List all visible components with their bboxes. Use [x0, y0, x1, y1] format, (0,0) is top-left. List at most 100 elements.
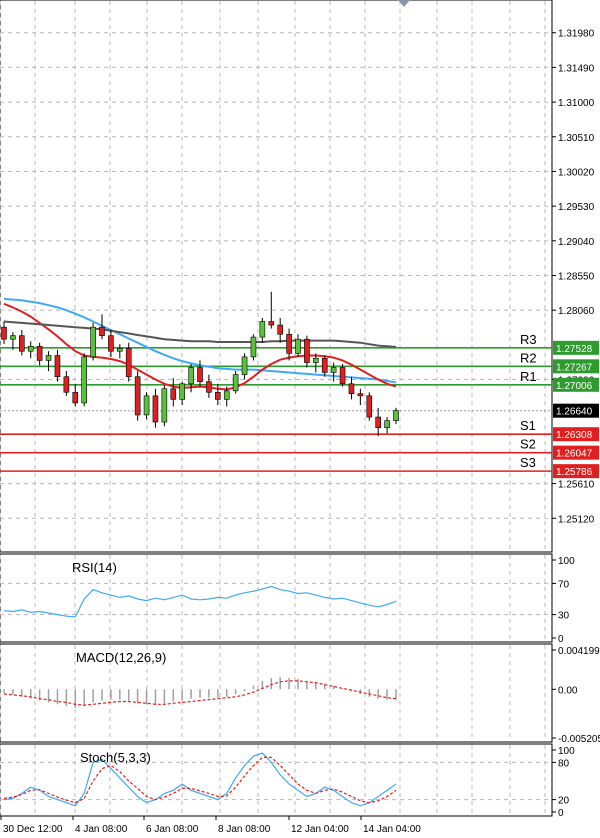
candle-body	[10, 335, 16, 340]
stoch-panel-frame	[0, 743, 553, 817]
candle-body	[330, 367, 337, 373]
candle-19	[161, 385, 168, 427]
candle-body	[36, 345, 43, 361]
candle-6	[45, 351, 52, 372]
level-price-label-r1: 1.27006	[556, 381, 593, 392]
candle-body	[393, 410, 399, 421]
candle-body	[108, 335, 114, 352]
candle-body	[339, 367, 346, 385]
stoch-signal-line	[3, 756, 397, 804]
time-tick-label-0: 30 Dec 12:00	[3, 824, 63, 835]
stoch-tick-label-1: 80	[558, 758, 570, 769]
price-tick-label-10: 1.25610	[558, 480, 595, 491]
candle-8	[63, 371, 70, 396]
candle-16	[134, 371, 141, 421]
candle-11	[90, 322, 96, 361]
candle-body	[250, 336, 257, 358]
macd-signal-line	[3, 680, 397, 706]
candle-body	[152, 395, 159, 423]
macd-tick-label-0: 0.004199	[558, 646, 600, 657]
stoch-tick-label-2: 20	[558, 796, 570, 807]
candle-body	[277, 324, 283, 335]
candle-body	[321, 358, 328, 373]
candle-41	[357, 388, 364, 406]
macd-tick-label-1: 0.00	[558, 685, 578, 696]
candle-17	[143, 392, 150, 420]
candle-4	[27, 341, 34, 359]
level-price-box-s1	[553, 427, 599, 442]
candle-body	[384, 420, 390, 428]
rsi-tick-label-1: 70	[558, 579, 570, 590]
candle-23	[197, 360, 203, 387]
candle-body	[81, 356, 87, 404]
candle-38	[330, 362, 337, 382]
candle-34	[295, 334, 301, 357]
level-price-label-s2: 1.26047	[556, 449, 593, 460]
candle-32	[277, 317, 283, 343]
price-tick-label-7: 1.28550	[558, 272, 595, 283]
stoch-grid	[0, 745, 552, 815]
candle-body	[286, 333, 292, 354]
candle-3	[19, 330, 25, 356]
candle-31	[268, 291, 275, 329]
candle-13	[108, 330, 114, 357]
candle-body	[206, 381, 212, 393]
rsi-title: RSI(14)	[72, 560, 117, 575]
candle-body	[295, 338, 301, 354]
chart-shift-marker-icon[interactable]	[398, 0, 410, 7]
candle-44	[384, 417, 390, 434]
level-name-s2: S2	[520, 437, 536, 452]
candle-body	[197, 367, 203, 382]
time-tick-label-5: 14 Jan 04:00	[363, 824, 421, 835]
level-price-box-s3	[553, 464, 599, 479]
pivot-level-labels: R3 1.27528 R2 1.27267 R1 1.27006 S1 1.26308 S2 1.…	[520, 332, 599, 479]
candle-10	[81, 353, 87, 407]
level-name-s3: S3	[520, 455, 536, 470]
candle-7	[54, 349, 61, 382]
candle-42	[366, 392, 373, 421]
price-tick-label-4: 1.30020	[558, 167, 595, 178]
candle-body	[215, 391, 221, 400]
rsi-tick-label-2: 30	[558, 611, 570, 622]
price-tick-label-1: 1.31490	[558, 63, 595, 74]
current-price-box	[553, 403, 599, 418]
level-price-label-s3: 1.25786	[556, 467, 593, 478]
candle-21	[179, 381, 185, 406]
candle-body	[313, 358, 319, 363]
time-tick-label-3: 8 Jan 08:00	[218, 824, 271, 835]
candle-29	[250, 334, 257, 361]
current-price-label: 1.26640	[556, 407, 593, 418]
rsi-panel: 100 70 30 0 RSI(14)	[0, 553, 575, 645]
rsi-series-line	[3, 585, 397, 618]
candle-15	[125, 342, 132, 382]
level-name-r2: R2	[520, 350, 537, 365]
candle-body	[27, 345, 34, 352]
price-tick-label-8: 1.28060	[558, 306, 595, 317]
macd-panel-frame	[0, 643, 553, 743]
candle-body	[304, 338, 310, 363]
rsi-axis-ticks: 100 70 30 0	[552, 556, 575, 645]
time-tick-label-1: 4 Jan 08:00	[75, 824, 128, 835]
candle-body	[223, 390, 230, 400]
time-tick-label-2: 6 Jan 08:00	[146, 824, 199, 835]
stoch-tick-label-0: 100	[558, 746, 575, 757]
candle-5	[36, 342, 43, 366]
level-name-r3: R3	[520, 332, 537, 347]
price-tick-label-3: 1.30510	[558, 133, 595, 144]
candle-body	[45, 355, 52, 361]
candle-body	[268, 321, 275, 326]
price-tick-label-5: 1.29530	[558, 202, 595, 213]
macd-axis-ticks: 0.004199 0.00 -0.005205	[552, 646, 600, 745]
stoch-title: Stoch(5,3,3)	[80, 750, 151, 765]
candle-27	[232, 371, 239, 394]
moving-average-line-3	[3, 320, 397, 348]
candle-body	[63, 376, 70, 393]
macd-title: MACD(12,26,9)	[76, 650, 166, 665]
candle-body	[170, 388, 177, 400]
candle-36	[313, 353, 319, 373]
candle-body	[90, 326, 96, 358]
macd-tick-label-2: -0.005205	[558, 734, 600, 745]
level-price-box-r3	[553, 340, 599, 355]
